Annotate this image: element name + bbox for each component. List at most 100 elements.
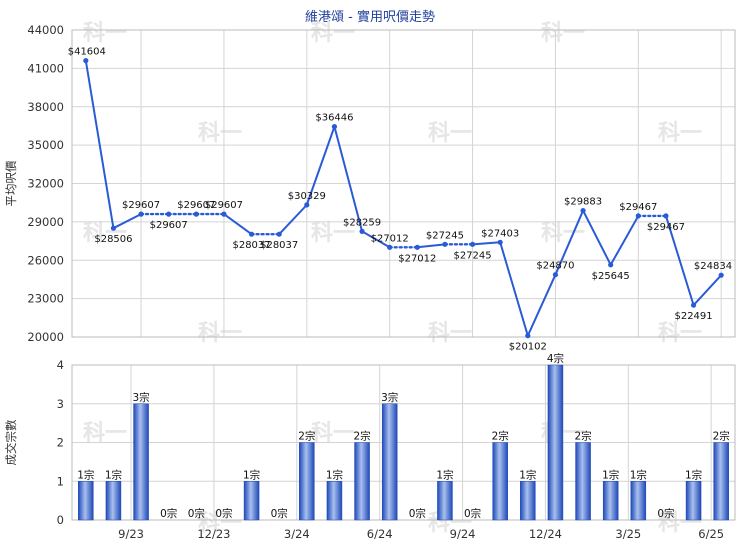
price-point [497,239,503,245]
x-tick-label: 12/24 [529,527,562,541]
x-tick-label: 9/23 [118,527,144,541]
volume-y-tick-label: 0 [57,513,64,527]
price-point [304,202,310,208]
price-data-label: $41604 [68,47,106,58]
volume-bar-label: 2宗 [353,430,370,443]
volume-bar-label: 1宗 [436,468,453,481]
price-y-axis-label: 平均呎價 [4,160,18,206]
price-data-label: $22491 [674,311,712,322]
volume-plot-frame [71,364,736,521]
price-data-label: $27403 [481,228,519,239]
price-data-label: $27012 [398,253,436,264]
volume-bar-label: 0宗 [215,507,232,520]
volume-bar [437,481,453,521]
price-line-segment [361,230,391,249]
watermark-text: 科一 [428,121,472,146]
volume-bar-label: 1宗 [685,468,702,481]
volume-bar [630,481,647,521]
price-data-label: $28037 [232,240,270,251]
price-point [276,231,282,237]
price-y-tick-label: 35000 [27,138,64,152]
volume-bar-label: 0宗 [271,507,288,520]
x-tick-label: 6/25 [698,527,724,541]
x-tick-label: 12/23 [197,527,230,541]
volume-bar-label: 0宗 [409,507,426,520]
price-point [331,124,338,130]
watermark-text: 科一 [541,21,585,46]
price-data-label: $29607 [205,200,243,211]
price-data-label: $28259 [343,217,381,228]
price-y-tick-label: 20000 [27,330,64,344]
price-line-segment [84,59,115,230]
x-tick-label: 3/24 [284,527,310,541]
price-line-segment [416,243,446,249]
volume-bar-label: 1宗 [519,468,536,481]
watermark-text: 科一 [658,121,702,146]
price-point [193,211,199,217]
price-data-label: $29607 [150,220,188,231]
volume-bar [243,481,260,521]
price-point [580,207,586,214]
price-point [110,225,117,231]
price-point [552,272,559,278]
price-line-segment [609,214,640,266]
volume-bar-label: 1宗 [105,468,122,481]
chart-title: 維港頌 - 實用呎價走勢 [305,9,435,25]
price-point [248,231,255,237]
price-line-segment [471,241,502,246]
price-y-tick-label: 23000 [27,292,64,306]
price-point [359,228,365,234]
volume-bar-label: 2宗 [574,430,591,443]
price-data-label: $25645 [592,271,630,282]
price-line-chart: 20000 23000 26000 29000 32000 35000 38000 41000… [4,23,736,353]
volume-bar-label: 1宗 [243,468,260,481]
volume-bar-label: 0宗 [657,507,674,520]
price-line-segment [526,273,557,337]
price-data-label: $24870 [536,261,574,272]
price-plot-frame [71,29,736,338]
price-line-segment [499,241,529,337]
volume-bar-label: 2宗 [713,430,730,443]
price-point [608,262,614,268]
volume-y-tick-label: 3 [57,397,64,411]
volume-bar-label: 0宗 [188,507,205,520]
price-point [414,244,420,250]
volume-bar-chart: 0 1 2 3 4 成交宗數 1宗 1宗 3宗 0宗 0宗 0宗 1宗 0宗 2宗 1宗 2宗 3宗 0宗 1宗 0宗 2… [4,352,736,541]
volume-bar [713,442,729,521]
price-point [442,241,448,247]
x-tick-label: 6/24 [367,527,393,541]
price-data-label: $24834 [694,261,732,272]
price-data-label: $36446 [315,113,353,124]
price-line-segment [222,213,253,236]
volume-bar-label: 1宗 [77,468,94,481]
volume-y-tick-label: 2 [57,436,64,450]
price-data-label: $29607 [122,200,160,211]
volume-bar [105,481,122,521]
price-data-label: $29607 [177,200,215,211]
price-data-label: $28506 [94,234,132,245]
price-line-segment [333,125,364,233]
volume-bar-label: 2宗 [298,430,315,443]
price-line-segment [554,209,585,276]
volume-bar-label: 2宗 [492,430,509,443]
price-point [387,244,393,250]
volume-bar [299,442,315,521]
watermark-text: 科一 [311,221,355,246]
price-data-label: $30329 [288,191,326,202]
watermark-layer: 科一科一科一科一科一科一科一科一科一科一科一科一科一科一科一科一科一科一 [83,21,702,536]
watermark-text: 科一 [311,421,355,446]
price-y-tick-label: 26000 [27,253,64,267]
volume-bar [520,481,536,521]
price-data-label: $29467 [619,202,657,213]
price-point [663,213,669,219]
price-y-tick-label: 44000 [27,23,64,37]
price-point [83,58,89,64]
price-data-label: $29467 [647,222,685,233]
watermark-text: 科一 [198,321,242,346]
volume-bar [492,442,508,521]
volume-bar [602,481,619,521]
volume-bar [547,364,564,521]
price-data-label: $29883 [564,197,602,208]
price-data-label: $27012 [371,233,409,244]
